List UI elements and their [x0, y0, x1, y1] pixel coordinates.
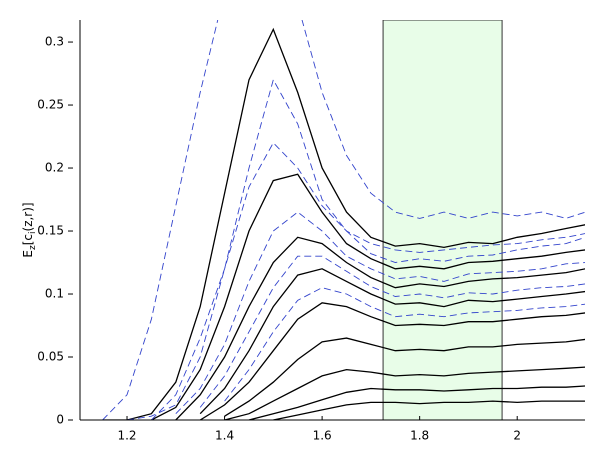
plot-area	[102, 20, 585, 420]
y-label-part: [c	[21, 234, 35, 245]
x-tick-label: 1.8	[410, 429, 429, 443]
y-label-part: i	[28, 231, 38, 234]
dashed-line	[199, 255, 585, 408]
solid-line	[151, 173, 585, 420]
y-label-part: E	[21, 250, 35, 258]
solid-line	[199, 268, 585, 415]
y-tick-label: 0.25	[37, 98, 64, 112]
solid-line	[224, 337, 585, 417]
dashed-line	[224, 287, 585, 402]
y-label-part: z	[28, 245, 38, 250]
solid-line	[224, 366, 585, 420]
dashed-line	[175, 211, 585, 415]
solid-line	[175, 236, 585, 420]
solid-line	[248, 385, 585, 420]
solid-line	[102, 27, 585, 420]
x-tick-label: 2	[513, 429, 521, 443]
y-tick-label: 0.15	[37, 224, 64, 238]
y-tick-label: 0	[56, 413, 64, 427]
dashed-line	[151, 142, 585, 420]
y-tick-label: 0.05	[37, 350, 64, 364]
y-tick-label: 0.2	[45, 161, 64, 175]
y-axis-label: Ez[ci(z,r)]	[21, 202, 38, 257]
y-label-part: (z,r)]	[21, 202, 35, 231]
x-tick-label: 1.2	[117, 429, 136, 443]
x-tick-label: 1.4	[215, 429, 234, 443]
highlight-band	[382, 20, 503, 420]
x-tick-label: 1.6	[313, 429, 332, 443]
dashed-line	[102, 20, 585, 420]
y-tick-label: 0.1	[45, 287, 64, 301]
solid-line	[273, 400, 585, 420]
dashed-line	[126, 78, 585, 420]
y-tick-label: 0.3	[45, 35, 64, 49]
solid-line	[199, 302, 585, 420]
